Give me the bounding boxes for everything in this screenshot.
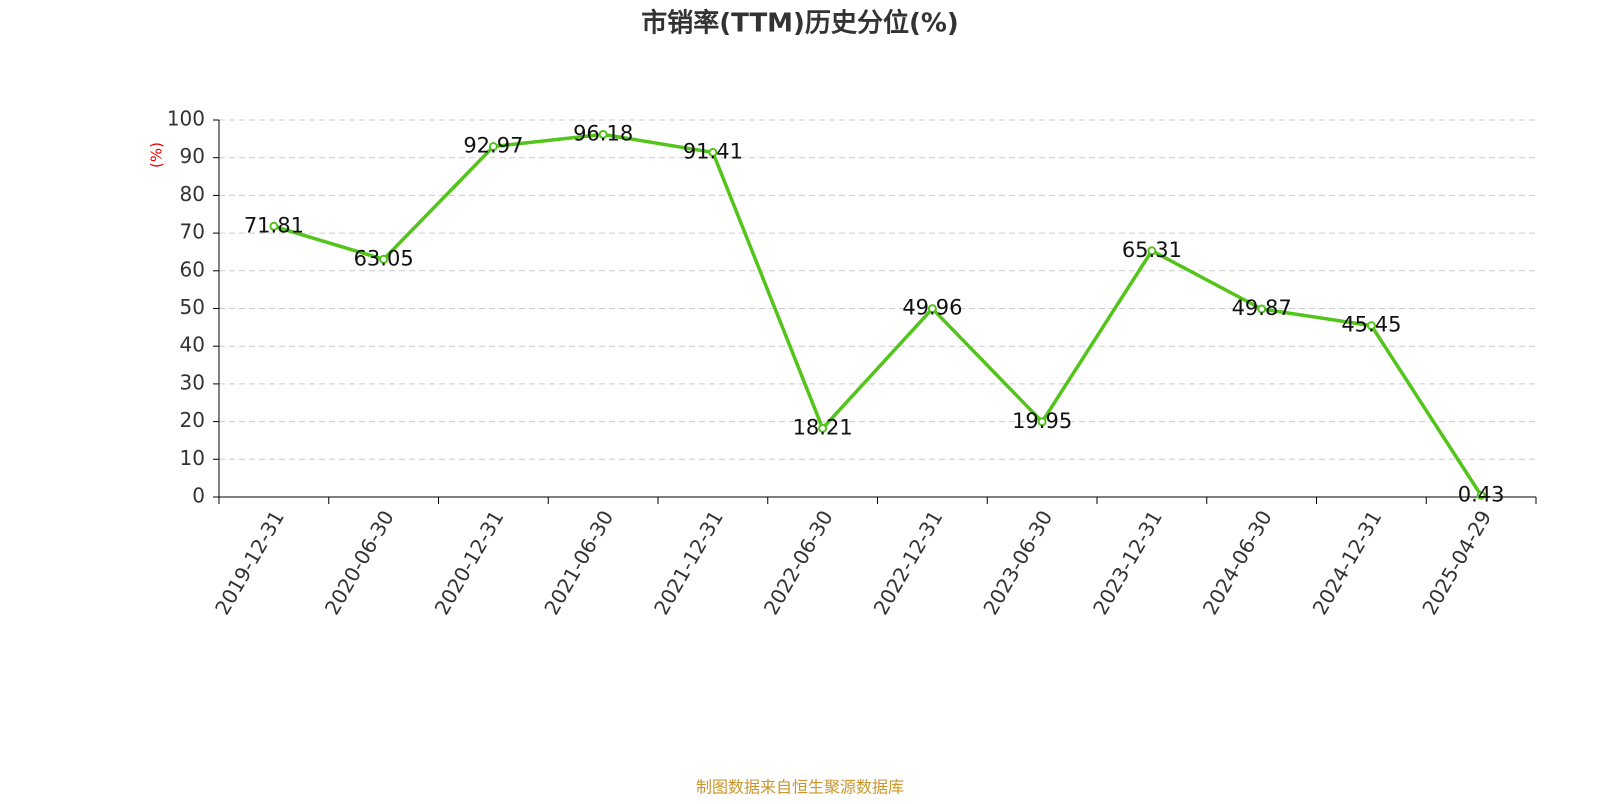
data-label: 65.31 xyxy=(1122,238,1182,262)
x-tick-label: 2020-06-30 xyxy=(320,506,399,619)
line xyxy=(273,132,1483,497)
point xyxy=(1257,304,1267,314)
data-label: 45.45 xyxy=(1341,313,1401,337)
x-tick-label: 2019-12-31 xyxy=(210,506,289,619)
x-tick-label: 2021-06-30 xyxy=(539,506,618,619)
y-tick-label: 30 xyxy=(180,370,205,394)
point xyxy=(708,147,718,157)
y-tick-label: 100 xyxy=(167,107,205,131)
point xyxy=(488,142,498,152)
point xyxy=(598,129,608,139)
data-label: 92.97 xyxy=(463,134,523,158)
y-tick-label: 50 xyxy=(180,295,205,319)
y-tick-label: 70 xyxy=(180,220,205,244)
x-tick-label: 2021-12-31 xyxy=(649,506,728,619)
data-label: 49.87 xyxy=(1232,296,1292,320)
data-label: 0.43 xyxy=(1458,482,1505,506)
data-label: 49.96 xyxy=(902,296,962,320)
point xyxy=(379,254,389,264)
y-tick-label: 0 xyxy=(192,484,205,508)
point xyxy=(1476,490,1486,500)
x-tick-label: 2023-06-30 xyxy=(978,506,1057,619)
x-tick-label: 2022-06-30 xyxy=(759,506,838,619)
x-tick-label: 2023-12-31 xyxy=(1088,506,1167,619)
x-tick-label: 2020-12-31 xyxy=(430,506,509,619)
x-tick-label: 2025-04-29 xyxy=(1417,506,1496,619)
point xyxy=(1147,246,1157,256)
y-tick-label: 10 xyxy=(180,446,205,470)
data-label: 96.18 xyxy=(573,121,633,145)
y-tick-label: 40 xyxy=(180,333,205,357)
point xyxy=(818,423,828,433)
data-label: 19.95 xyxy=(1012,409,1072,433)
data-label: 71.81 xyxy=(244,213,304,237)
y-tick-label: 60 xyxy=(180,257,205,281)
x-tick-label: 2024-12-31 xyxy=(1308,506,1387,619)
point xyxy=(1366,321,1376,331)
data-label: 91.41 xyxy=(683,139,743,163)
data-label: 18.21 xyxy=(793,415,853,439)
data-label: 63.05 xyxy=(354,246,414,270)
y-tick-label: 20 xyxy=(180,408,205,432)
x-tick-label: 2024-06-30 xyxy=(1198,506,1277,619)
point xyxy=(269,221,279,231)
chart-title: 市销率(TTM)历史分位(%) xyxy=(641,8,959,39)
x-tick-label: 2022-12-31 xyxy=(869,506,948,619)
y-tick-label: 80 xyxy=(180,182,205,206)
y-tick-label: 90 xyxy=(180,144,205,168)
y-axis-label: (%) xyxy=(148,142,166,168)
point xyxy=(927,304,937,314)
point xyxy=(1037,417,1047,427)
source-note: 制图数据来自恒生聚源数据库 xyxy=(696,778,904,797)
